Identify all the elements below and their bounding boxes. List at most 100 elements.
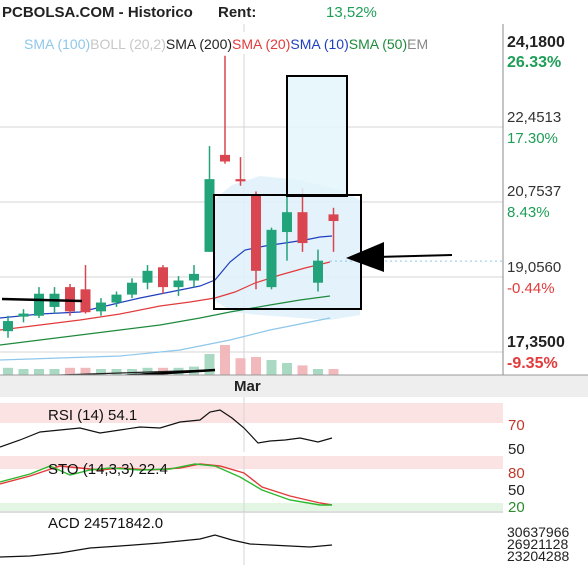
candle (34, 287, 44, 318)
acd-level-label: 23204288 (507, 548, 570, 564)
sto-signal-line (0, 463, 333, 506)
price-tick-label: 17,3500 (507, 334, 565, 351)
volume-bar (297, 365, 308, 375)
candle (328, 207, 339, 252)
acd-line (0, 534, 333, 558)
candle-body (204, 179, 215, 252)
candle (189, 265, 199, 288)
candle-body (142, 270, 153, 283)
candle-body (313, 260, 323, 283)
candle-body (189, 273, 199, 281)
candle (18, 309, 29, 323)
candle-body (127, 282, 137, 295)
volume-bar (282, 363, 292, 375)
rsi-label: RSI (14) 54.1 (48, 407, 137, 424)
pct-tick-label: 8.43% (507, 204, 550, 221)
candle-body (158, 267, 168, 288)
volume-bar (49, 369, 60, 375)
rsi-overbought-zone (0, 403, 503, 423)
candle-body (3, 321, 13, 332)
chart-title: PCBOLSA.COM - Historico (2, 4, 193, 21)
pct-tick-label: 17.30% (507, 130, 558, 147)
sto-k-line (0, 463, 332, 506)
annotation-arrow-shaft (377, 254, 453, 258)
legend-sma-50: SMA (50) (349, 36, 407, 52)
candle-body (18, 313, 29, 317)
candle-body (65, 287, 75, 312)
sma-20-line (0, 261, 331, 331)
rsi-line (0, 409, 333, 448)
candle-body (111, 294, 122, 303)
sto-panel: STO (14,3,3) 22.4 80 50 20 (0, 456, 525, 516)
volume-bar (266, 360, 277, 375)
sto-oversold-zone (0, 503, 503, 511)
candle-body (34, 293, 44, 316)
legend-sma-10: SMA (10) (290, 36, 348, 52)
volume-bar (96, 369, 106, 375)
acd-level-label: 30637966 (507, 524, 570, 540)
volume-bar (34, 369, 44, 375)
sto-level-label: 50 (508, 482, 525, 499)
price-tick-label: 24,1800 (507, 34, 565, 51)
sto-label: STO (14,3,3) 22.4 (48, 461, 168, 478)
candle (96, 298, 106, 316)
rsi-level-label: 70 (508, 417, 525, 434)
legend-background (20, 32, 502, 54)
legend-sma-100: SMA (100) (24, 36, 90, 52)
candle (3, 315, 13, 338)
pct-tick-label: 26.33% (507, 54, 561, 71)
candle (142, 265, 153, 290)
svg-text:SMA (100)BOLL (20,2)SMA (200)S: SMA (100)BOLL (20,2)SMA (200)SMA (20)SMA… (24, 36, 428, 52)
acd-label: ACD 24571842.0 (48, 515, 163, 532)
volume-bar (204, 354, 215, 375)
candle-body (282, 212, 292, 233)
volume-bars (3, 345, 339, 375)
annotation-arrow-head (346, 242, 384, 272)
price-panel (0, 24, 504, 380)
legend-em: EM (407, 36, 428, 52)
sma-50-line (0, 295, 331, 346)
candle-body (96, 302, 106, 312)
legend-sma-20: SMA (20) (232, 36, 290, 52)
price-tick-label: 22,4513 (507, 109, 561, 126)
acd-panel: ACD 24571842.0 30637966 26921128 2320428… (0, 511, 570, 565)
candle (313, 249, 323, 292)
candle (204, 146, 215, 252)
volume-bar (3, 367, 13, 375)
annotation-line (1, 297, 83, 303)
rsi-panel: RSI (14) 54.1 70 50 (0, 397, 525, 458)
price-tick-label: 19,0560 (507, 259, 561, 276)
volume-bar (80, 367, 91, 375)
candle (297, 187, 308, 252)
volume-bar (18, 369, 29, 375)
candle-body (173, 280, 184, 288)
candle-body (80, 289, 91, 313)
sma-100-line (0, 317, 331, 361)
candle (266, 227, 277, 290)
legend-sma-200: SMA (200) (166, 36, 232, 52)
candle (235, 157, 246, 186)
volume-bar (111, 369, 122, 375)
date-axis-bar (0, 375, 588, 397)
volume-bar (251, 357, 261, 375)
candle (111, 291, 122, 307)
sto-level-label: 20 (508, 499, 525, 516)
candle-body (235, 179, 246, 182)
candle (173, 276, 184, 296)
price-tick-label: 20,7537 (507, 183, 561, 200)
volume-bar (235, 358, 246, 375)
candle-body (328, 214, 339, 222)
indicator-legend: SMA (100)BOLL (20,2)SMA (200)SMA (20)SMA… (20, 32, 502, 54)
candle (251, 191, 261, 290)
pct-tick-label: -0.44% (507, 280, 555, 297)
candle (127, 278, 137, 299)
month-label: Mar (234, 378, 261, 395)
volume-bar (220, 345, 230, 375)
pct-tick-label: -9.35% (507, 355, 558, 372)
sto-level-label: 80 (508, 465, 525, 482)
candle-body (220, 154, 230, 162)
candle (158, 265, 168, 294)
rsi-level-label: 50 (508, 441, 525, 458)
candle-body (266, 229, 277, 288)
